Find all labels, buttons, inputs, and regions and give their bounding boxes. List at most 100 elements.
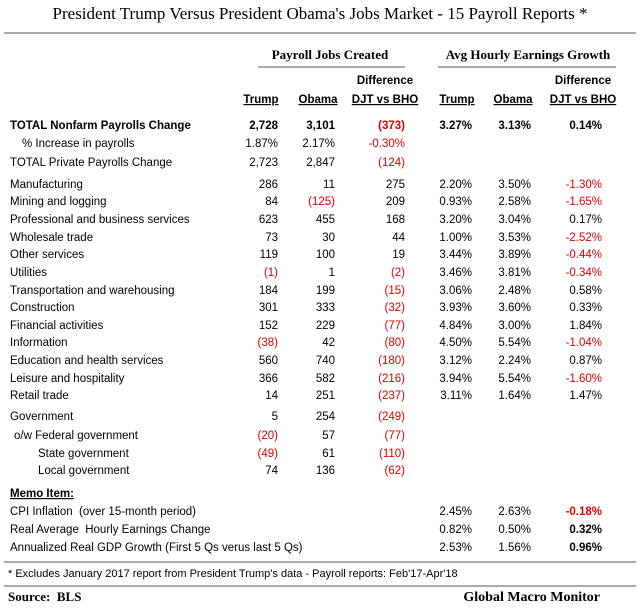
cell: 184 [259,285,279,297]
cell: 2.48% [498,285,531,297]
cell: -0.44% [566,249,602,261]
row-label: Leisure and hospitality [10,373,125,385]
row-label: Construction [10,302,75,314]
source: Source: BLS [8,589,81,604]
cell: 5 [272,411,278,423]
cell: 0.14% [569,120,602,132]
cell: 3.93% [439,302,472,314]
row-label: Education and health services [10,355,164,367]
cell: 3.44% [439,249,472,261]
title: President Trump Versus President Obama's… [53,4,588,23]
cell: (62) [385,465,406,477]
cell: 2.53% [439,542,472,554]
row-label: CPI Inflation (over 15-month period) [10,506,196,518]
cell: 61 [322,448,335,460]
cell: 4.84% [439,320,472,332]
cell: 119 [260,249,278,261]
cell: 3.94% [439,373,472,385]
cell: 0.33% [569,302,602,314]
cell: (49) [258,448,279,460]
cell: 3.11% [440,390,472,402]
cell: 4.50% [439,337,472,349]
cell: (80) [385,337,406,349]
cell: 3.04% [498,214,531,226]
memo-heading: Memo Item: [10,488,74,500]
column-header: Obama [299,94,339,106]
row-label: TOTAL Private Payrolls Change [10,157,172,169]
cell: 455 [316,214,335,226]
row-label: % Increase in payrolls [22,138,135,150]
cell: 251 [316,390,335,402]
cell: (180) [378,355,405,367]
column-header: DJT vs BHO [352,94,419,106]
cell: 1 [329,267,335,279]
cell: 11 [323,179,335,191]
cell: 136 [316,465,335,477]
cell: (373) [378,120,405,132]
row-label: Manufacturing [10,179,83,191]
cell: 5.54% [498,337,531,349]
cell: (20) [258,430,279,442]
cell: -2.52% [566,232,602,244]
column-header: DJT vs BHO [550,94,617,106]
cell: -1.65% [566,196,602,208]
cell: 3.81% [498,267,531,279]
row-label: Professional and business services [10,214,190,226]
cell: 3.89% [498,249,531,261]
cell: 57 [322,430,335,442]
row-label: TOTAL Nonfarm Payrolls Change [10,120,191,132]
brand: Global Macro Monitor [463,590,600,605]
cell: 14 [265,390,278,402]
cell: 582 [316,373,335,385]
cell: (32) [385,302,406,314]
cell: 3.60% [498,302,531,314]
cell: 2.20% [439,179,472,191]
cell: 73 [265,232,278,244]
cell: 623 [259,214,278,226]
cell: 3.20% [439,214,472,226]
cell: 3.06% [439,285,472,297]
footnote: * Excludes January 2017 report from Pres… [8,568,458,580]
row-label: Utilities [10,267,47,279]
cell: -0.18% [566,506,602,518]
cell: (15) [385,285,406,297]
cell: 44 [392,232,405,244]
cell: (124) [378,157,405,169]
cell: 30 [322,232,335,244]
cell: 0.82% [439,524,472,536]
cell: 2.58% [498,196,531,208]
row-label: Annualized Real GDP Growth (First 5 Qs v… [10,542,303,554]
group-header: Payroll Jobs Created [272,47,389,62]
cell: 560 [259,355,278,367]
column-header: Difference [357,75,413,87]
group-header: Avg Hourly Earnings Growth [446,47,611,62]
cell: (110) [379,448,405,460]
cell: 74 [265,465,278,477]
row-label: Information [10,337,68,349]
cell: 3,101 [306,120,335,132]
cell: 3.46% [439,267,472,279]
cell: 3.13% [498,120,531,132]
cell: 3.00% [498,320,531,332]
row-label: Government [10,411,74,423]
cell: -0.30% [369,138,405,150]
cell: 1.87% [245,138,278,150]
row-label: Mining and logging [10,196,107,208]
cell: 740 [316,355,335,367]
cell: 5.54% [498,373,531,385]
cell: 3.50% [498,179,531,191]
cell: (125) [308,196,335,208]
cell: 0.87% [569,355,602,367]
row-label: Other services [10,249,84,261]
cell: (249) [378,411,405,423]
column-header: Trump [243,94,278,106]
cell: 42 [322,337,335,349]
cell: 333 [316,302,335,314]
row-label: Real Average Hourly Earnings Change [10,524,211,536]
cell: -1.04% [566,337,602,349]
cell: 2,723 [249,157,278,169]
cell: 366 [259,373,278,385]
column-header: Trump [439,94,474,106]
cell: 1.00% [439,232,472,244]
